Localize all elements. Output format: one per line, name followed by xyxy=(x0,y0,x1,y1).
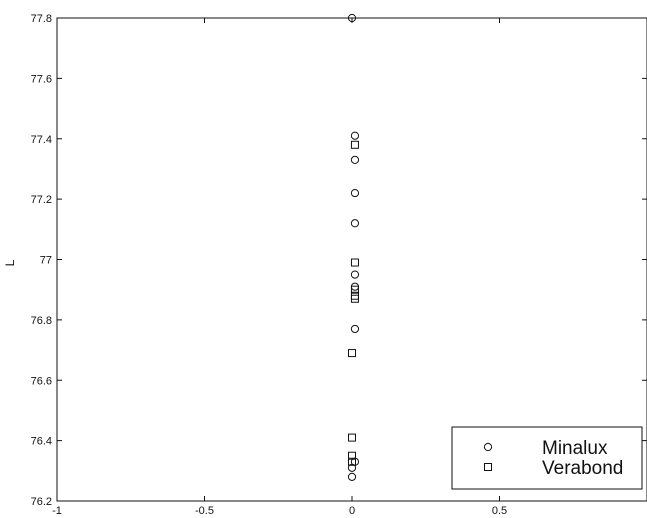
x-tick-label: 0.5 xyxy=(492,505,507,517)
x-tick-label: -0.5 xyxy=(195,505,214,517)
data-point-minalux xyxy=(350,324,360,334)
legend-box xyxy=(451,426,643,490)
y-axis-label: L xyxy=(3,259,17,266)
data-point-minalux xyxy=(347,463,357,472)
data-point-minalux xyxy=(350,270,360,279)
data-point-verabond xyxy=(348,451,356,460)
y-tick-label: 76.8 xyxy=(31,315,52,327)
y-tick-label: 76.4 xyxy=(31,436,52,448)
y-tick-label: 76.6 xyxy=(31,375,52,387)
data-point-verabond xyxy=(350,258,359,267)
data-point-verabond xyxy=(348,349,356,358)
data-points xyxy=(347,13,360,481)
data-point-minalux xyxy=(347,472,357,481)
y-tick-label: 76.2 xyxy=(31,496,52,508)
y-tick-label: 77.8 xyxy=(31,13,52,25)
data-point-verabond xyxy=(348,433,356,442)
data-point-verabond xyxy=(350,285,359,294)
legend-label-verabond: Verabond xyxy=(542,458,623,479)
data-point-minalux xyxy=(347,13,357,23)
legend: Minalux Verabond xyxy=(451,426,643,490)
data-point-minalux xyxy=(350,188,360,198)
legend-label-minalux: Minalux xyxy=(542,438,608,459)
x-axis: -1 -0.5 0 0.5 xyxy=(52,18,507,517)
legend-marker-verabond xyxy=(484,463,492,471)
data-point-verabond xyxy=(350,140,359,149)
x-tick-label: -1 xyxy=(52,505,62,517)
y-tick-label: 77.2 xyxy=(31,194,52,206)
x-tick-label: 0 xyxy=(349,505,355,517)
data-point-verabond xyxy=(348,457,356,466)
y-axis: 76.2 76.4 76.6 76.8 77 77.2 77.4 77.6 77.8 xyxy=(31,13,647,508)
data-point-minalux xyxy=(350,155,360,164)
y-tick-label: 77.4 xyxy=(31,134,52,146)
y-tick-label: 77 xyxy=(40,255,52,267)
data-point-minalux xyxy=(350,131,360,140)
data-point-minalux xyxy=(350,219,360,228)
data-point-verabond xyxy=(350,294,359,303)
legend-marker-minalux xyxy=(483,442,493,452)
y-tick-label: 77.6 xyxy=(31,73,52,85)
